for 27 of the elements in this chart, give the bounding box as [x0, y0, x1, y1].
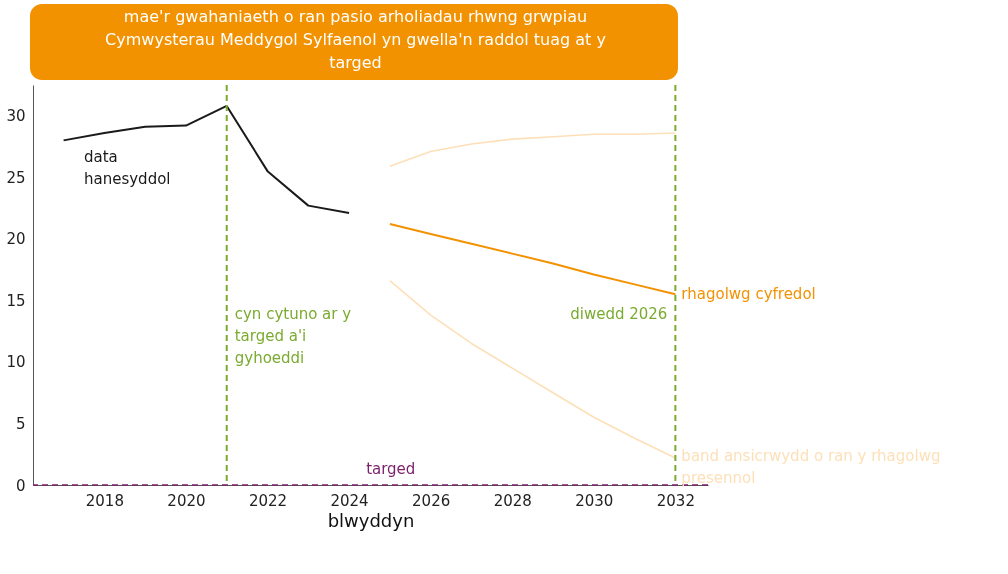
- chart-title: mae'r gwahaniaeth o ran pasio arholiadau rhwng grwpiau Cymwysterau Meddygol Sylfaenol yn gwella'n raddol tuag at y targed: [105, 7, 606, 72]
- x-tick-label: 2024: [330, 491, 369, 510]
- y-tick-label: 0: [15, 476, 26, 495]
- x-axis-title: blwyddyn: [327, 509, 415, 531]
- y-tick-label: 5: [15, 414, 26, 433]
- y-tick-label: 10: [6, 353, 26, 372]
- series-label: data hanesyddol: [83, 148, 171, 189]
- x-tick-label: 2028: [493, 491, 532, 510]
- x-tick-label: 2018: [85, 491, 124, 510]
- y-tick-label: 30: [6, 107, 26, 126]
- x-tick-label: 2020: [167, 491, 206, 510]
- line-series: [389, 132, 677, 168]
- y-tick-label: 25: [6, 168, 26, 187]
- x-tick-label: 2022: [248, 491, 288, 510]
- annotation: band ansicrwydd o ran y rhagolwg presennol: [681, 446, 941, 487]
- x-tick-label: 2030: [575, 491, 614, 510]
- x-tick-label: 2032: [656, 491, 695, 510]
- ref-line-label: diwedd 2026: [570, 305, 668, 323]
- series-label: rhagolwg cyfredol: [681, 285, 816, 304]
- ref-line-label: cyn cytuno ar y targed a'i gyhoeddi: [234, 305, 352, 367]
- x-tick-label: 2026: [412, 491, 451, 510]
- line-series: [388, 223, 677, 296]
- y-tick-label: 20: [6, 230, 26, 249]
- line-series: [389, 279, 677, 459]
- ref-line-label: targed: [366, 460, 416, 478]
- line-series: [62, 104, 351, 214]
- y-tick-label: 15: [6, 291, 26, 310]
